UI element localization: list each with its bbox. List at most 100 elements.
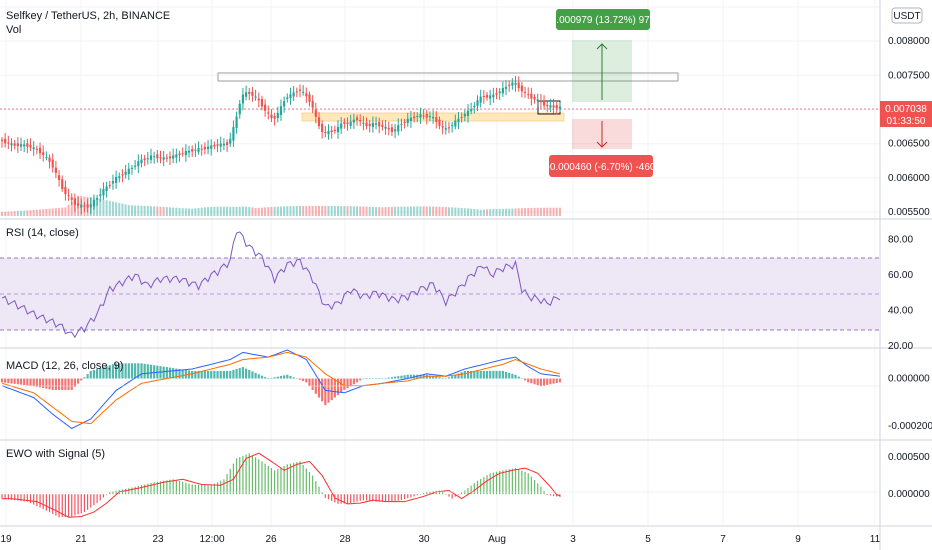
- macd-title[interactable]: MACD (12, 26, close, 9): [6, 360, 123, 372]
- ewo-bar: [213, 483, 215, 495]
- candle-body: [216, 144, 219, 146]
- volume-bar: [102, 199, 105, 216]
- ewo-bar: [109, 491, 111, 495]
- time-tick-label: 5: [645, 534, 651, 545]
- macd-hist-bar: [244, 368, 248, 379]
- macd-hist-bar: [393, 376, 397, 379]
- macd-hist-bar: [172, 368, 175, 379]
- candle-body: [321, 123, 324, 132]
- target-down-label-box[interactable]: [549, 155, 653, 177]
- resistance-zone[interactable]: [217, 72, 679, 82]
- macd-hist-bar: [206, 370, 210, 379]
- volume-bar: [4, 211, 7, 216]
- candle-body: [168, 156, 172, 159]
- ewo-bar: [312, 475, 314, 495]
- ewo-bar: [33, 494, 35, 505]
- ewo-bar: [372, 494, 374, 502]
- ewo-bar: [83, 494, 86, 513]
- volume-bar: [368, 206, 371, 216]
- ewo-bar: [255, 457, 257, 495]
- volume-bar: [121, 203, 124, 216]
- candle-body: [235, 116, 238, 129]
- candle-body: [238, 103, 241, 115]
- current-price-tag: [880, 101, 932, 127]
- candle-body: [64, 186, 67, 194]
- ewo-bar: [362, 494, 364, 501]
- ewo-bar: [381, 494, 383, 502]
- macd-hist-bar: [175, 368, 178, 379]
- ewo-bar: [242, 455, 244, 495]
- volume-bar: [375, 207, 378, 216]
- candle-body: [225, 142, 229, 146]
- ewo-bar: [308, 472, 311, 495]
- macd-hist-bar: [270, 377, 273, 379]
- volume-bar: [390, 206, 393, 216]
- ewo-bar: [514, 468, 517, 495]
- macd-hist-bar: [501, 370, 504, 379]
- macd-hist-bar: [140, 363, 143, 379]
- macd-hist-bar: [130, 363, 134, 379]
- target-up-label-box[interactable]: [556, 9, 650, 30]
- candle-body: [13, 143, 16, 146]
- ewo-bar: [223, 479, 225, 495]
- volume-bar: [108, 200, 111, 216]
- candle-body: [504, 86, 508, 89]
- macd-hist-bar: [127, 363, 130, 379]
- candle-body: [362, 122, 365, 124]
- candle-body: [447, 127, 451, 129]
- volume-bar: [134, 205, 137, 216]
- price-tick-label: 0.006000: [888, 173, 930, 184]
- candle-body: [42, 152, 45, 156]
- macd-hist-bar: [552, 378, 555, 384]
- macd-hist-bar: [549, 378, 552, 385]
- rsi-title[interactable]: RSI (14, close): [6, 227, 79, 239]
- ewo-bar: [426, 491, 428, 495]
- candle-body: [23, 144, 26, 147]
- candle-body: [393, 129, 397, 132]
- ewo-bar: [480, 478, 482, 495]
- candle-body: [460, 117, 463, 119]
- macd-hist-bar: [51, 378, 54, 390]
- macd-hist-bar: [105, 366, 108, 379]
- candle-body: [213, 144, 216, 147]
- candle-body: [546, 104, 549, 106]
- candle-body: [419, 114, 422, 118]
- volume-bar: [321, 205, 324, 216]
- volume-bar: [169, 207, 172, 216]
- candle-body: [194, 149, 197, 151]
- volume-bar: [156, 206, 159, 216]
- ewo-bar: [210, 485, 212, 495]
- currency-badge[interactable]: [891, 7, 923, 24]
- ewo-bar: [216, 482, 219, 495]
- ewo-bar: [527, 473, 529, 495]
- ewo-title[interactable]: EWO with Signal (5): [6, 448, 105, 460]
- volume-bar: [99, 198, 102, 216]
- time-axis[interactable]: 19 21 23 12:00 26 28 30 Aug 3 5 7 9 11: [0, 534, 880, 545]
- candle-body: [549, 105, 552, 108]
- volume-bar: [482, 209, 485, 216]
- price-axis[interactable]: 0.0080000.0075000.0070000.0065000.006000…: [888, 36, 932, 500]
- volume-bar: [356, 206, 359, 216]
- candle-body: [501, 87, 504, 94]
- volume-bar: [340, 206, 343, 216]
- candle-body: [153, 156, 156, 158]
- volume-bar: [558, 207, 561, 216]
- candle-body: [175, 154, 178, 158]
- ewo-bar: [467, 488, 469, 495]
- symbol-title[interactable]: Selfkey / TetherUS, 2h, BINANCE: [6, 10, 170, 22]
- candle-body: [124, 171, 127, 175]
- volume-bar: [501, 208, 504, 216]
- macd-hist-bar: [251, 371, 254, 379]
- ewo-bar: [445, 494, 447, 495]
- candle-body: [134, 165, 137, 167]
- time-tick-label: Aug: [488, 534, 506, 545]
- ewo-bar: [470, 485, 472, 495]
- volume-bar: [343, 206, 346, 216]
- macd-hist-bar: [286, 374, 289, 379]
- volume-bar: [492, 209, 495, 216]
- macd-hist-bar: [238, 368, 241, 379]
- candle-body: [121, 174, 124, 176]
- candle-body: [305, 93, 308, 97]
- ewo-bar: [315, 481, 317, 495]
